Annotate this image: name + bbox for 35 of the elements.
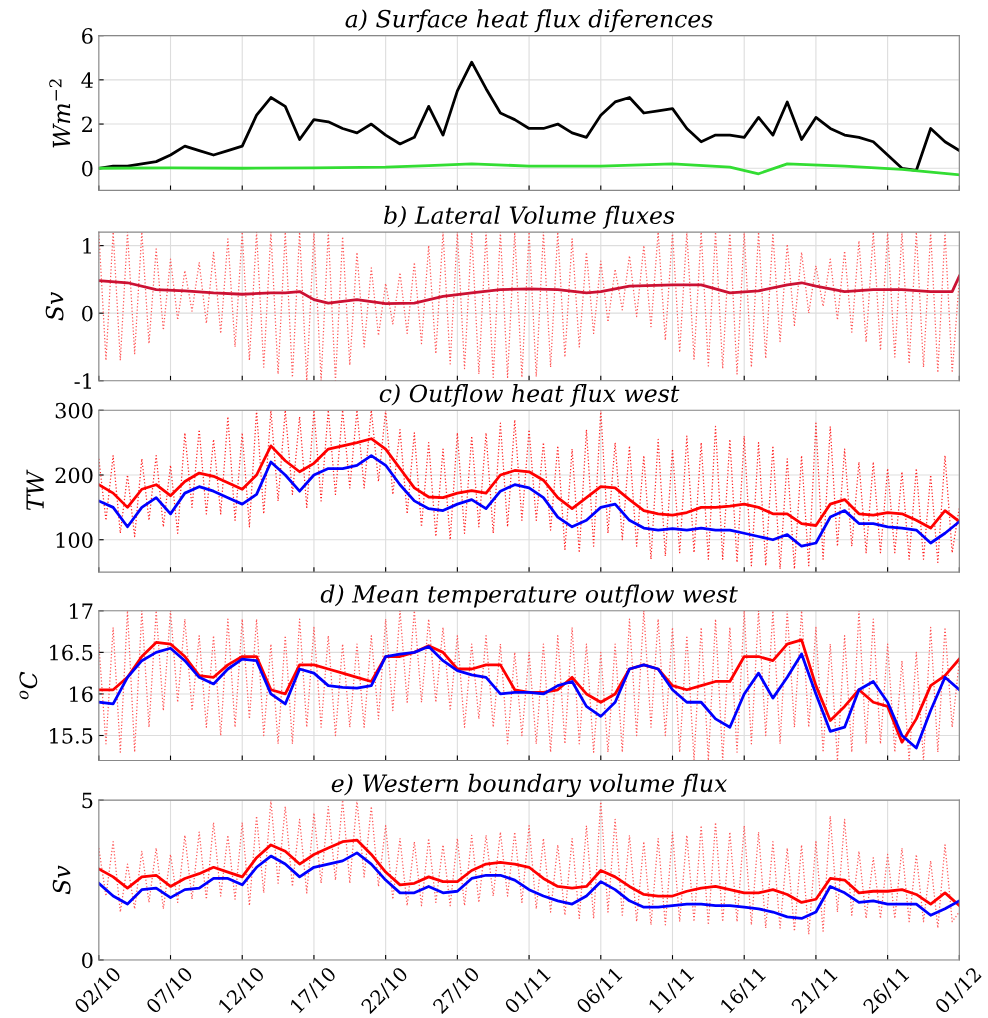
y-axis-title: Sv bbox=[52, 865, 71, 895]
y-tick-label: 200 bbox=[55, 467, 93, 484]
y-tick-label: 16.5 bbox=[50, 644, 93, 661]
y-tick-label: 0 bbox=[82, 305, 93, 322]
y-tick-label: 17 bbox=[69, 603, 93, 619]
line-series bbox=[98, 838, 960, 908]
y-tick-label: 6 bbox=[82, 28, 93, 44]
line-series bbox=[98, 232, 960, 381]
line-series bbox=[98, 610, 960, 761]
line-series bbox=[98, 162, 960, 177]
y-tick-label: 0 bbox=[82, 160, 93, 177]
y-tick-label: 100 bbox=[56, 532, 93, 548]
chart-title: e) Western boundary volume flux bbox=[331, 773, 728, 798]
y-tick-label: 16 bbox=[69, 686, 93, 703]
y-axis-title: Sv bbox=[45, 291, 64, 321]
chart-title: a) Surface heat flux diferences bbox=[345, 9, 713, 33]
chart-title: b) Lateral Volume fluxes bbox=[384, 205, 675, 229]
y-tick-label: 0 bbox=[82, 952, 93, 969]
line-series bbox=[98, 437, 960, 530]
line-series bbox=[98, 60, 960, 172]
y-tick-label: -1 bbox=[74, 373, 91, 389]
y-axis-title: $^{o}$C bbox=[19, 671, 38, 700]
y-axis-title: Wm$^{−2}$ bbox=[49, 79, 71, 148]
y-tick-label: 2 bbox=[82, 116, 92, 132]
y-tick-label: 15.5 bbox=[50, 727, 93, 744]
y-tick-label: 1 bbox=[83, 238, 91, 254]
line-series bbox=[98, 410, 960, 570]
line-series bbox=[98, 851, 960, 920]
y-tick-label: 300 bbox=[55, 402, 93, 419]
line-series bbox=[98, 454, 960, 548]
y-tick-label: 5 bbox=[82, 792, 93, 809]
chart-title: c) Outflow heat flux west bbox=[379, 383, 680, 407]
y-tick-label: 4 bbox=[81, 72, 93, 88]
chart-title: d) Mean temperature outflow west bbox=[320, 584, 738, 608]
y-axis-title: TW bbox=[26, 469, 44, 511]
